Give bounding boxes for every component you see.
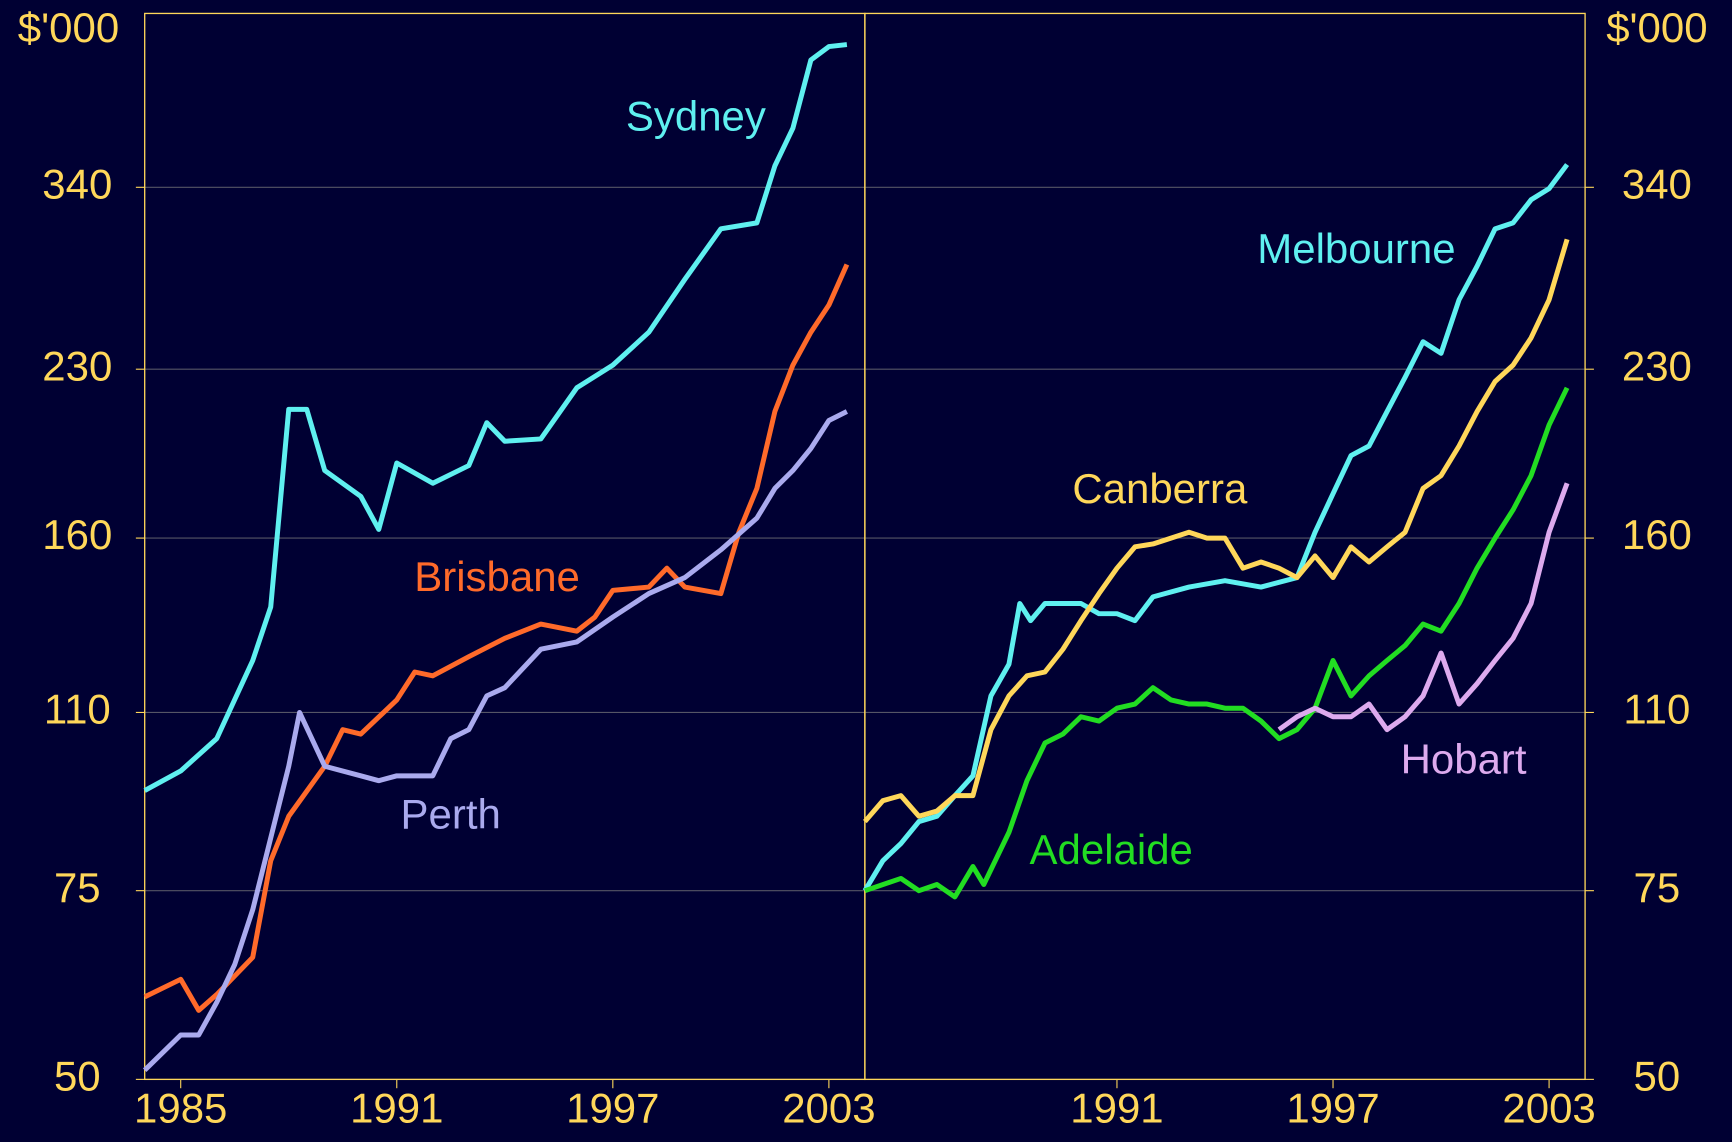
series-label: Canberra [1072, 465, 1248, 512]
series-label: Brisbane [414, 553, 580, 600]
y-tick-label: 340 [1622, 160, 1692, 207]
y-tick-label: 75 [1634, 864, 1681, 911]
x-tick-label: 2003 [782, 1085, 875, 1132]
y-axis-label: $'000 [1606, 4, 1707, 51]
line-series [864, 386, 1570, 900]
line-series [862, 163, 1570, 892]
plot-frame [864, 12, 1586, 1081]
y-tick-label: 160 [42, 511, 112, 558]
y-axis-label: $'000 [18, 4, 119, 51]
series-label: Melbourne [1257, 225, 1455, 272]
line-series [142, 409, 848, 1072]
x-tick-label: 1985 [134, 1085, 227, 1132]
x-tick-label: 1997 [1286, 1085, 1379, 1132]
line-series [143, 42, 848, 793]
series-label: Perth [401, 791, 501, 838]
x-tick-label: 1997 [566, 1085, 659, 1132]
x-tick-label: 1991 [350, 1085, 443, 1132]
y-tick-label: 230 [42, 342, 112, 389]
y-tick-label: 230 [1622, 342, 1692, 389]
x-tick-label: 1991 [1070, 1085, 1163, 1132]
line-series [1277, 482, 1570, 733]
series-label: Sydney [626, 93, 766, 140]
y-tick-label: 75 [54, 864, 101, 911]
series-label: Hobart [1401, 735, 1527, 782]
line-series [143, 263, 850, 1013]
y-tick-label: 50 [1634, 1052, 1681, 1099]
y-tick-label: 160 [1622, 511, 1692, 558]
series-label: Adelaide [1030, 826, 1193, 873]
x-tick-label: 2003 [1502, 1085, 1595, 1132]
y-tick-label: 110 [44, 686, 111, 733]
y-tick-label: 50 [54, 1052, 101, 1099]
y-tick-label: 110 [1623, 686, 1690, 733]
line-series [863, 238, 1570, 824]
y-tick-label: 340 [42, 160, 112, 207]
